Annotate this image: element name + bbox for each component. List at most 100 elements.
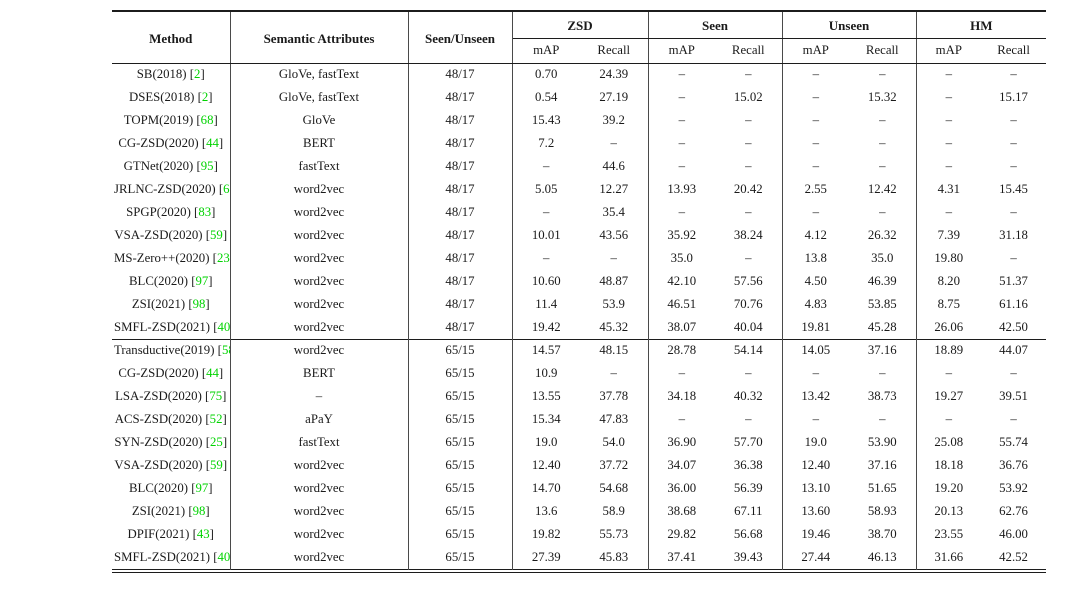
hm-map-value: – — [945, 67, 952, 82]
zsd-map-value: 11.4 — [535, 297, 558, 311]
method-cell: VSA-ZSD(2020) [59] — [112, 224, 231, 247]
seen-map-value: – — [678, 366, 685, 380]
zsd-map-value: 0.54 — [535, 90, 558, 104]
hm-map-value: – — [945, 90, 952, 104]
method-name: SPGP(2020) — [126, 205, 195, 219]
citation-link[interactable]: 98 — [192, 297, 206, 311]
hm-recall-value: 44.07 — [981, 338, 1047, 362]
unseen-map-value: – — [812, 159, 819, 173]
unseen-map-value: 19.81 — [801, 319, 831, 334]
citation-link[interactable]: 62 — [223, 182, 230, 196]
method-name: CG-ZSD(2020) — [118, 366, 202, 380]
zsd-map-value: 12.40 — [531, 458, 561, 472]
zsd-map-value: 7.2 — [538, 136, 555, 150]
zsd-recall-value: 55.73 — [580, 523, 649, 546]
method-name: SYN-ZSD(2020) — [114, 435, 206, 449]
method-name: CG-ZSD(2020) — [118, 136, 202, 150]
citation-link[interactable]: 97 — [195, 481, 209, 495]
zsd-recall-value: 44.6 — [580, 155, 649, 178]
seen-map-value: – — [678, 90, 685, 104]
method-name: BLC(2020) — [128, 481, 192, 495]
zsd-recall-value: 54.68 — [580, 477, 649, 500]
zsd-benchmark-table: Method Semantic Attributes Seen/Unseen Z… — [112, 12, 1047, 570]
citation-link[interactable]: 83 — [198, 205, 212, 219]
hm-map-value: 26.06 — [934, 319, 964, 334]
citation-link[interactable]: 58 — [221, 343, 229, 358]
citation-bracket: [ — [212, 251, 217, 265]
zsd-map-value: 0.70 — [535, 67, 558, 82]
seen-unseen-split-cell: 48/17 — [408, 224, 513, 247]
unseen-map-value: – — [812, 136, 819, 150]
citation-link[interactable]: 44 — [206, 366, 219, 380]
citation-link[interactable]: 59 — [210, 458, 223, 472]
hm-map-value: 31.66 — [934, 549, 964, 564]
citation-link[interactable]: 43 — [196, 527, 210, 541]
citation-link[interactable]: 25 — [210, 435, 223, 449]
citation-link[interactable]: 2 — [194, 67, 201, 82]
unseen-recall-value: – — [849, 109, 917, 132]
semantic-attributes-cell: fastText — [230, 155, 409, 178]
seen-recall-value: 20.42 — [715, 178, 783, 201]
hm-recall-value: 61.16 — [999, 297, 1028, 311]
citation-link[interactable]: 95 — [200, 159, 214, 173]
zsd-recall-value: 48.15 — [580, 338, 649, 362]
seen-unseen-split-cell: 65/15 — [408, 523, 513, 546]
method-cell: ZSI(2021) [98] — [112, 293, 231, 316]
subheader-seen-recall: Recall — [715, 38, 783, 64]
seen-unseen-split-cell: 65/15 — [408, 477, 513, 500]
semantic-attributes-cell: word2vec — [230, 500, 409, 523]
seen-recall-value: 57.56 — [715, 270, 783, 293]
unseen-recall-value: – — [849, 63, 917, 86]
citation-bracket: ] — [208, 274, 213, 288]
hm-map-value: 19.80 — [934, 251, 964, 265]
citation-link[interactable]: 40 — [217, 319, 230, 334]
seen-map-value: 42.10 — [667, 274, 697, 288]
table-header: Method Semantic Attributes Seen/Unseen Z… — [112, 12, 1047, 64]
citation-bracket: [ — [194, 205, 199, 219]
unseen-recall-value: 46.39 — [849, 270, 917, 293]
seen-map-value: 38.07 — [667, 319, 697, 334]
citation-bracket: ] — [222, 458, 228, 472]
hm-recall-value: 53.92 — [999, 481, 1028, 495]
method-name: DPIF(2021) — [127, 527, 193, 541]
method-name: VSA-ZSD(2020) — [114, 228, 206, 242]
citation-link[interactable]: 68 — [200, 113, 214, 127]
subheader-zsd-map: mAP — [512, 38, 580, 64]
citation-link[interactable]: 23 — [216, 251, 230, 265]
citation-link[interactable]: 98 — [192, 504, 206, 518]
citation-link[interactable]: 40 — [217, 549, 230, 564]
zsd-recall-value: 48.87 — [580, 270, 649, 293]
citation-bracket: [ — [205, 389, 210, 403]
zsd-recall-value: 37.72 — [580, 454, 649, 477]
citation-link[interactable]: 59 — [210, 228, 223, 242]
table-row: TOPM(2019) [68] GloVe 48/17 15.43 39.2– – – – – – — [112, 109, 1046, 132]
citation-link[interactable]: 97 — [195, 274, 209, 288]
unseen-map-value: 12.40 — [801, 458, 831, 472]
table-body: SB(2018) [2] GloVe, fastText 48/17 0.70 24.3… — [112, 63, 1047, 569]
seen-map-value: – — [678, 113, 685, 127]
citation-link[interactable]: 44 — [206, 136, 219, 150]
unseen-map-value: 19.0 — [804, 435, 827, 449]
zsd-map-value: – — [543, 159, 550, 173]
zsd-recall-value: 12.27 — [580, 178, 649, 201]
hm-map-value: 25.08 — [934, 435, 964, 449]
unseen-recall-value: – — [849, 408, 917, 431]
table-row: CG-ZSD(2020) [44] BERT 48/17 7.2– – – – – – – — [112, 132, 1046, 155]
citation-link[interactable]: 52 — [209, 412, 223, 426]
seen-map-value: – — [678, 205, 685, 219]
unseen-map-value: 13.10 — [801, 481, 831, 495]
seen-unseen-split-cell: 65/15 — [408, 431, 513, 454]
citation-bracket: [ — [217, 343, 222, 358]
group-header-seen: Seen — [648, 12, 783, 39]
seen-recall-value: – — [715, 247, 783, 270]
semantic-attributes-cell: word2vec — [230, 201, 409, 224]
method-name: TOPM(2019) — [123, 113, 197, 127]
method-cell: CG-ZSD(2020) [44] — [112, 362, 231, 385]
unseen-map-value: 4.83 — [804, 297, 827, 311]
seen-map-value: 35.0 — [670, 251, 693, 265]
citation-link[interactable]: 2 — [201, 90, 209, 104]
hm-recall-value: – — [1010, 412, 1017, 426]
citation-link[interactable]: 75 — [209, 389, 223, 403]
table-row: SYN-ZSD(2020) [25] fastText 65/15 19.0 54.0 3… — [112, 431, 1046, 454]
